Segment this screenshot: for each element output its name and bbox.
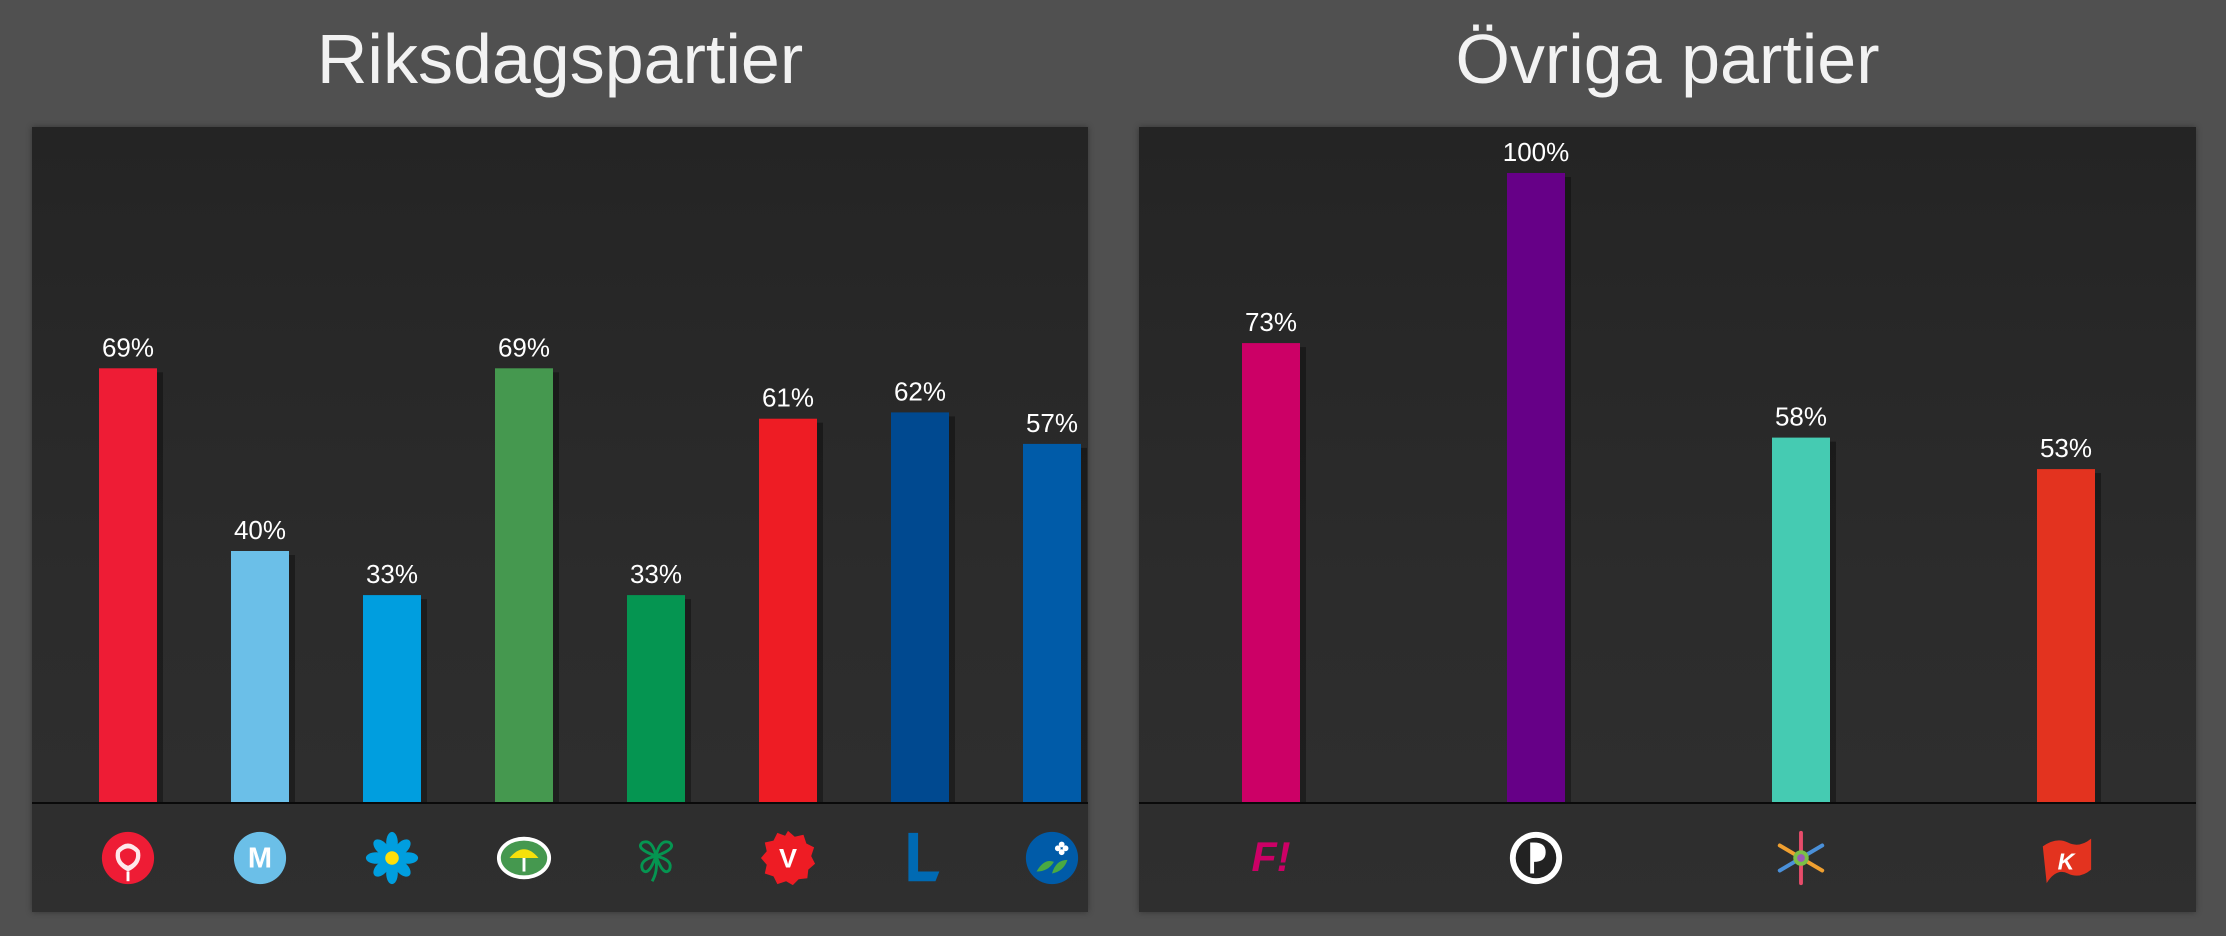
party-icon-row-riksdagspartier: M xyxy=(32,804,1088,912)
bar-value-label: 33% xyxy=(630,559,682,589)
title-riksdagspartier: Riksdagspartier xyxy=(316,20,804,98)
snowflake-party-icon xyxy=(1771,828,1831,888)
bar-mp xyxy=(495,368,553,803)
svg-text:M: M xyxy=(248,843,272,875)
bar-value-label: 57% xyxy=(1026,408,1078,438)
svg-text:V: V xyxy=(779,844,797,874)
bar-c xyxy=(627,595,685,803)
party-icon-row-ovriga-partier: F! K xyxy=(1139,804,2196,912)
bar-l xyxy=(891,412,949,803)
bar-f xyxy=(1242,343,1300,803)
green-party-dandelion-icon xyxy=(494,828,554,888)
sweden-democrats-flower-icon xyxy=(362,828,422,888)
bar-value-label: 69% xyxy=(102,332,154,362)
bar-value-label: 40% xyxy=(234,515,286,545)
social-democrats-rose-icon xyxy=(98,828,158,888)
bar-med xyxy=(1772,437,1830,803)
bar-value-label: 61% xyxy=(762,383,814,413)
moderates-m-icon: M xyxy=(230,828,290,888)
pirate-party-sail-icon xyxy=(1506,828,1566,888)
bar-chart-ovriga-partier: 73% 100% 58% 53% xyxy=(1139,137,2196,804)
bar-s xyxy=(99,368,157,803)
bar-value-label: 100% xyxy=(1503,137,1570,167)
bar-value-label: 69% xyxy=(498,332,550,362)
bar-sd xyxy=(363,595,421,803)
chart-panel-riksdagspartier: 69% 40% 33% 69% 33% 61% 62% 57% M xyxy=(32,127,1088,912)
bar-value-label: 33% xyxy=(366,559,418,589)
communist-k-flag-icon: K xyxy=(2036,828,2096,888)
bar-v xyxy=(759,418,817,803)
chart-panel-ovriga-partier: 73% 100% 58% 53% F! xyxy=(1139,127,2196,912)
christian-democrats-flower-icon xyxy=(1022,828,1082,888)
bar-value-label: 73% xyxy=(1245,307,1297,337)
bar-value-label: 62% xyxy=(894,376,946,406)
bar-pp xyxy=(1507,173,1565,803)
bar-chart-riksdagspartier: 69% 40% 33% 69% 33% 61% 62% 57% xyxy=(32,332,1088,804)
bar-m xyxy=(231,551,289,803)
liberals-l-icon xyxy=(890,828,950,888)
centre-party-clover-icon xyxy=(626,828,686,888)
bar-k xyxy=(2037,469,2095,803)
bar-value-label: 58% xyxy=(1775,402,1827,432)
title-ovriga-partier: Övriga partier xyxy=(1455,20,1880,98)
feminist-initiative-f-icon: F! xyxy=(1241,828,1301,888)
svg-text:K: K xyxy=(2058,849,2077,875)
bar-value-label: 53% xyxy=(2040,433,2092,463)
left-party-v-icon: V xyxy=(758,828,818,888)
bar-kd xyxy=(1023,443,1081,803)
svg-text:F!: F! xyxy=(1252,834,1291,880)
